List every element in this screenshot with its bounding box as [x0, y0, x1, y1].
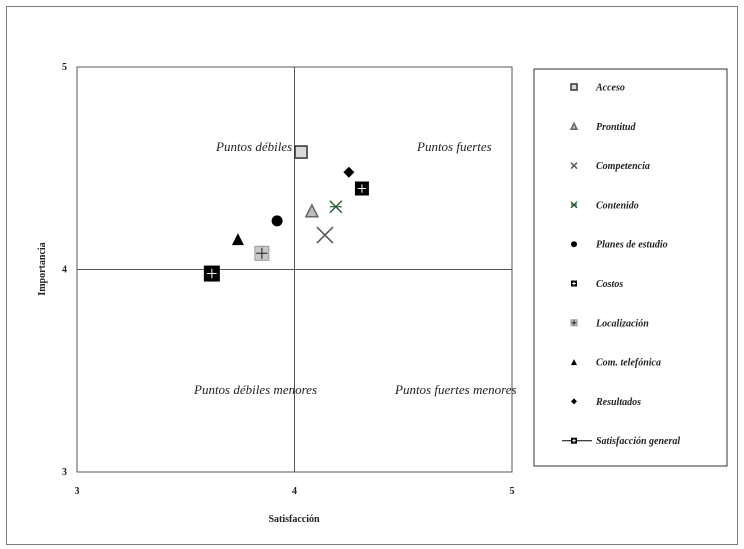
y-tick-label: 3	[62, 467, 67, 478]
x-tick-labels: 3 4 5	[75, 486, 515, 497]
quadrant-label-bottom-right: Puntos fuertes menores	[394, 382, 517, 397]
legend-label: Competencia	[596, 161, 650, 172]
legend-marker-icon	[570, 201, 578, 209]
data-points	[203, 145, 369, 282]
legend-item-acceso: Acceso	[570, 83, 625, 94]
legend-label: Prontitud	[596, 122, 636, 133]
legend-box	[533, 68, 728, 467]
legend-label: Contenido	[596, 200, 639, 211]
legend-item-contenido: Contenido	[570, 200, 639, 211]
legend-marker-icon	[570, 319, 578, 327]
data-point-costos	[354, 181, 369, 196]
data-point-planes-de-estudio	[271, 215, 283, 227]
data-point-localizacion	[254, 245, 270, 261]
legend-item-prontitud: Prontitud	[569, 121, 636, 133]
quadrant-label-bottom-left: Puntos débiles menores	[193, 382, 317, 397]
legend-marker-icon	[570, 83, 578, 91]
y-axis-label: Importancia	[37, 242, 48, 295]
x-tick-label: 3	[75, 486, 80, 497]
x-tick-label: 4	[292, 486, 297, 497]
data-point-satisfaccion-general	[203, 265, 220, 282]
quadrant-label-top-left: Puntos débiles	[215, 139, 292, 154]
y-tick-label: 5	[62, 62, 67, 73]
legend-marker-icon	[571, 280, 577, 287]
legend-label: Satisfacción general	[596, 436, 680, 447]
data-point-acceso	[294, 145, 308, 159]
legend-label: Resultados	[595, 397, 641, 408]
legend-label: Costos	[596, 279, 623, 290]
x-axis-label: Satisfacción	[268, 514, 320, 525]
legend-item-competencia: Competencia	[570, 161, 650, 172]
legend-marker-icon	[570, 162, 578, 170]
data-point-com-telefonica	[231, 233, 244, 246]
legend-item-localizacion: Localización	[570, 318, 649, 329]
legend-item-satisfaccion-general: Satisfacción general	[562, 436, 680, 447]
legend-label: Planes de estudio	[596, 240, 668, 251]
y-tick-label: 4	[62, 265, 67, 276]
legend-item-resultados: Resultados	[571, 397, 641, 408]
scatter-chart: 3 4 5 3 4 5 Satisfacción Importancia Puntos …	[37, 62, 728, 525]
legend-label: Acceso	[595, 83, 625, 94]
chart-frame: 3 4 5 3 4 5 Satisfacción Importancia Puntos …	[6, 6, 738, 545]
legend-marker-icon	[571, 359, 577, 366]
legend-label: Com. telefónica	[596, 358, 661, 369]
legend-marker-icon	[569, 121, 579, 131]
legend-item-com-telefonica: Com. telefónica	[571, 358, 661, 369]
y-tick-labels: 3 4 5	[62, 62, 67, 478]
plot-area	[76, 66, 513, 473]
data-point-competencia	[316, 226, 334, 244]
data-point-prontitud	[304, 203, 320, 218]
x-tick-label: 5	[510, 486, 515, 497]
data-point-resultados	[343, 166, 355, 178]
data-point-contenido	[329, 200, 343, 214]
legend-item-planes-de-estudio: Planes de estudio	[571, 240, 668, 251]
legend: Acceso Prontitud Competencia Contenido Plane…	[533, 68, 728, 467]
quadrant-label-top-right: Puntos fuertes	[416, 139, 492, 154]
legend-item-costos: Costos	[571, 279, 623, 290]
legend-marker-icon	[571, 241, 577, 248]
legend-label: Localización	[595, 318, 649, 329]
legend-marker-icon	[571, 437, 577, 444]
legend-marker-icon	[571, 398, 577, 405]
